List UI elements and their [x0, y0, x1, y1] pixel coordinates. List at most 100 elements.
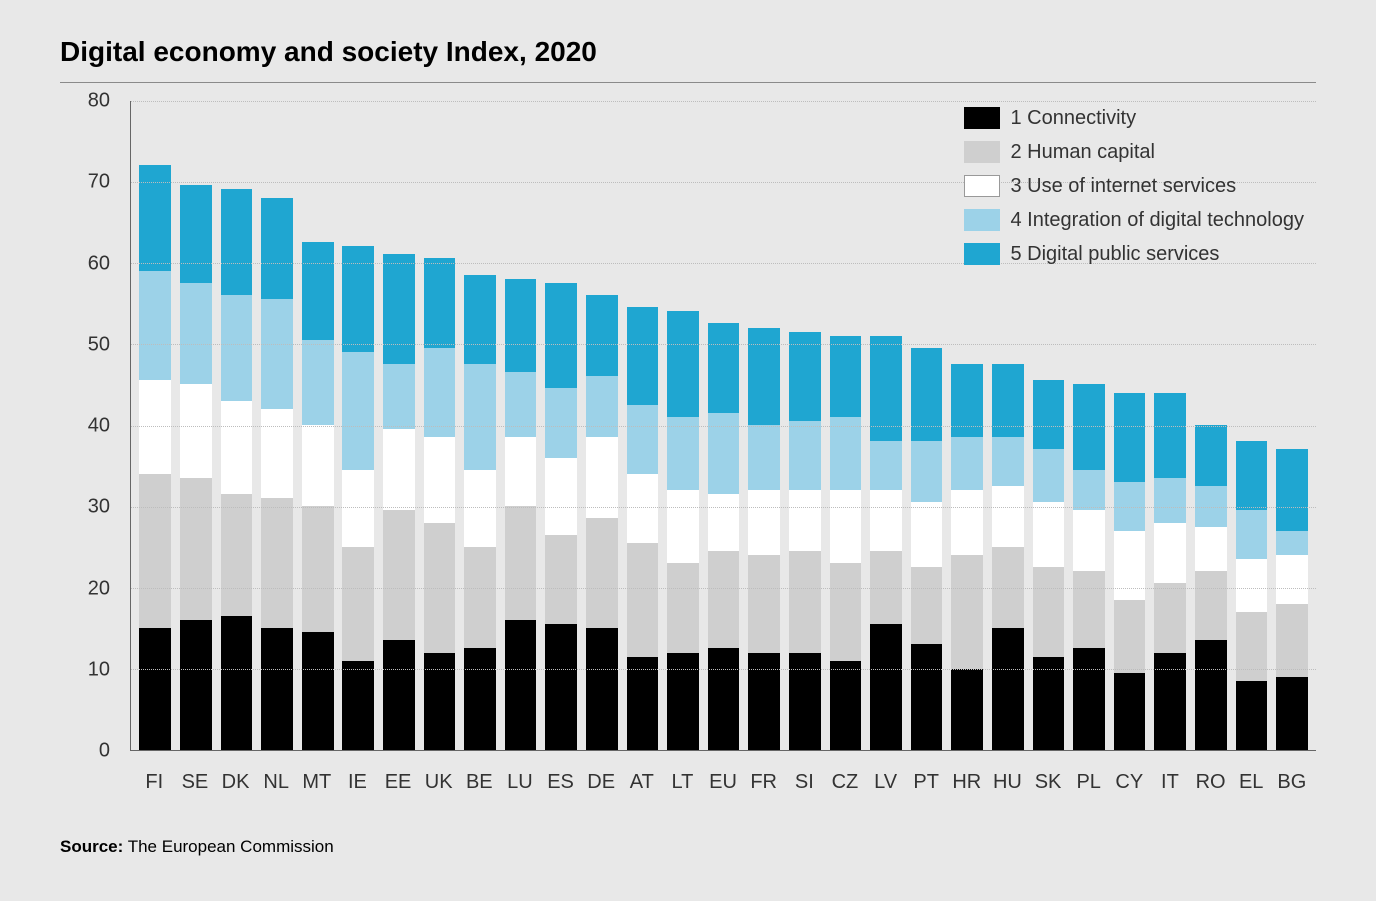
bar-column — [1272, 449, 1313, 750]
bar — [1114, 393, 1146, 751]
y-tick: 80 — [88, 90, 110, 113]
legend-swatch — [964, 107, 1000, 129]
bar — [261, 198, 293, 751]
bar-segment — [627, 657, 659, 750]
bar-segment — [383, 640, 415, 750]
bar-segment — [1195, 571, 1227, 640]
bar-segment — [424, 258, 456, 347]
bar-segment — [261, 498, 293, 628]
bar-segment — [1154, 583, 1186, 652]
bar-segment — [1114, 600, 1146, 673]
bar — [1236, 441, 1268, 750]
bar-segment — [830, 417, 862, 490]
bar-segment — [1073, 384, 1105, 469]
bar — [586, 295, 618, 750]
bar-segment — [383, 510, 415, 640]
bar-segment — [261, 198, 293, 300]
legend-item: 2 Human capital — [964, 135, 1304, 169]
chart-page: Digital economy and society Index, 2020 … — [0, 0, 1376, 901]
x-tick-label: FR — [743, 761, 784, 811]
bar-segment — [911, 441, 943, 502]
bar-segment — [545, 624, 577, 750]
bar-column — [379, 254, 420, 750]
bar — [221, 189, 253, 750]
bar-column — [460, 275, 501, 750]
bar-segment — [1114, 393, 1146, 482]
bar-segment — [951, 555, 983, 669]
grid-line — [131, 507, 1316, 508]
bar-segment — [911, 567, 943, 644]
bar-segment — [1195, 425, 1227, 486]
bar-column — [216, 189, 257, 750]
bar-segment — [1236, 681, 1268, 750]
bar-segment — [789, 421, 821, 490]
legend-swatch — [964, 243, 1000, 265]
source-line: Source: The European Commission — [60, 837, 1316, 857]
grid-line — [131, 588, 1316, 589]
bar-segment — [383, 364, 415, 429]
bar-segment — [1033, 502, 1065, 567]
x-tick-label: LV — [865, 761, 906, 811]
bar-segment — [586, 295, 618, 376]
bar-segment — [139, 165, 171, 271]
bar-segment — [221, 616, 253, 750]
grid-line — [131, 426, 1316, 427]
x-tick-label: AT — [622, 761, 663, 811]
bar — [951, 364, 983, 750]
bar-segment — [667, 417, 699, 490]
bar-segment — [342, 470, 374, 547]
bar-segment — [627, 307, 659, 405]
bar-segment — [667, 490, 699, 563]
bar-segment — [383, 254, 415, 364]
x-tick-label: EU — [703, 761, 744, 811]
bar-column — [1150, 393, 1191, 751]
x-tick-label: FI — [134, 761, 175, 811]
bar — [1276, 449, 1308, 750]
bar — [505, 279, 537, 750]
bar-segment — [221, 189, 253, 295]
bar-segment — [342, 661, 374, 750]
legend-item: 1 Connectivity — [964, 101, 1304, 135]
x-tick-label: LT — [662, 761, 703, 811]
x-axis-labels: FISEDKNLMTIEEEUKBELUESDEATLTEUFRSICZLVPT… — [130, 761, 1316, 811]
bar — [830, 336, 862, 750]
bar-segment — [180, 384, 212, 477]
bar-column — [866, 336, 907, 750]
bar-segment — [180, 478, 212, 620]
bar-segment — [139, 628, 171, 750]
x-tick-label: EL — [1231, 761, 1272, 811]
bar — [667, 311, 699, 750]
bar-segment — [180, 283, 212, 385]
legend-label: 4 Integration of digital technology — [1010, 203, 1304, 237]
bar-column — [1028, 380, 1069, 750]
grid-line — [131, 344, 1316, 345]
bar-segment — [830, 661, 862, 750]
bar-column — [825, 336, 866, 750]
bar-column — [622, 307, 663, 750]
x-tick-label: PL — [1068, 761, 1109, 811]
bar-column — [703, 323, 744, 750]
bar-segment — [139, 380, 171, 473]
bar-segment — [261, 299, 293, 409]
bar-segment — [830, 490, 862, 563]
bar-segment — [1114, 673, 1146, 750]
bar-segment — [1073, 470, 1105, 511]
bar-segment — [667, 653, 699, 751]
chart-area: 01020304050607080 FISEDKNLMTIEEEUKBELUES… — [60, 101, 1316, 811]
legend-item: 4 Integration of digital technology — [964, 203, 1304, 237]
bar — [708, 323, 740, 750]
bar-column — [1109, 393, 1150, 751]
x-tick-label: CZ — [825, 761, 866, 811]
legend-swatch — [964, 141, 1000, 163]
bar — [789, 332, 821, 750]
bar-segment — [1114, 531, 1146, 600]
bar-segment — [545, 388, 577, 457]
bar — [1073, 384, 1105, 750]
legend-item: 3 Use of internet services — [964, 169, 1304, 203]
bar-column — [338, 246, 379, 750]
bar-segment — [951, 669, 983, 750]
bar-column — [257, 198, 298, 751]
legend-label: 3 Use of internet services — [1010, 169, 1236, 203]
bar — [424, 258, 456, 750]
bar-segment — [302, 425, 334, 506]
